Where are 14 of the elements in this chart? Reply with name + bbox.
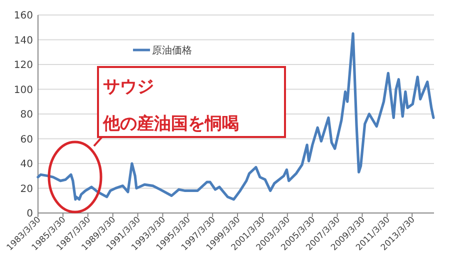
- callout: サウジ 他の産油国を恫喝: [93, 66, 286, 147]
- y-tick-label: 140: [14, 35, 33, 46]
- legend-label: 原油価格: [152, 44, 192, 56]
- annotation: サウジ: [103, 77, 154, 97]
- y-tick-label: 160: [14, 10, 33, 22]
- annotation: 他の産油国を恫喝: [102, 114, 239, 134]
- y-tick-label: 120: [14, 60, 33, 71]
- y-tick-label: 100: [14, 84, 33, 96]
- y-tick-label: 20: [20, 184, 33, 195]
- y-tick-label: 80: [20, 110, 33, 120]
- y-tick-label: 40: [20, 159, 33, 170]
- y-tick-label: 0: [26, 208, 33, 220]
- legend: 原油価格: [133, 46, 192, 56]
- y-tick-label: 60: [20, 134, 33, 146]
